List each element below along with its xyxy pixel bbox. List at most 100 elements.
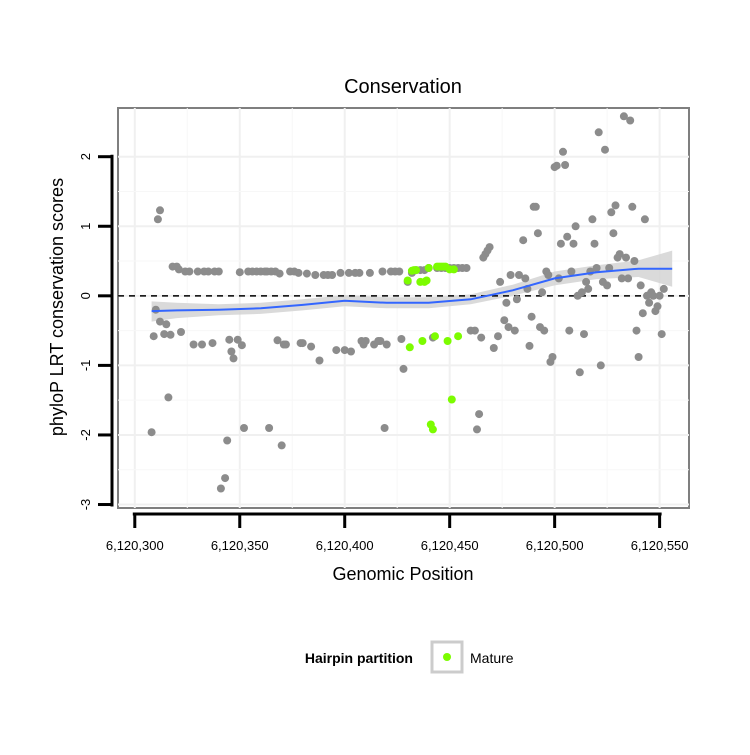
data-point: [315, 356, 324, 365]
mature-point: [428, 425, 437, 434]
data-point: [569, 239, 578, 248]
data-point: [638, 309, 647, 318]
data-point: [395, 267, 404, 276]
data-point: [626, 116, 635, 125]
data-point: [233, 335, 242, 344]
x-axis-label: Genomic Position: [332, 564, 473, 584]
data-point: [177, 328, 185, 336]
data-point: [328, 271, 337, 279]
data-point: [166, 330, 175, 339]
data-point: [649, 291, 658, 300]
data-point: [653, 302, 662, 311]
data-point: [332, 346, 341, 355]
data-point: [265, 424, 274, 432]
data-point: [636, 281, 645, 290]
data-point: [630, 257, 639, 265]
mature-points: [403, 262, 463, 434]
data-point: [156, 317, 164, 326]
data-point: [512, 295, 521, 304]
data-point: [156, 206, 164, 215]
data-point: [521, 274, 530, 283]
data-point: [149, 332, 158, 341]
data-point: [164, 393, 173, 402]
data-point: [504, 323, 513, 332]
data-point: [603, 281, 612, 290]
mature-point: [412, 266, 421, 275]
data-point: [378, 267, 387, 276]
chart-title: Conservation: [344, 76, 462, 98]
data-point: [565, 326, 574, 335]
data-point: [336, 268, 345, 277]
data-point: [594, 128, 603, 137]
data-point: [596, 361, 605, 370]
data-point: [619, 112, 628, 121]
data-point: [365, 268, 374, 277]
data-point: [609, 229, 618, 238]
data-point: [294, 268, 303, 277]
data-point: [221, 474, 230, 483]
confidence-band-group: [151, 250, 673, 322]
mature-point: [424, 264, 433, 272]
data-point: [397, 335, 406, 343]
grid-lines: [118, 108, 689, 508]
data-point: [151, 305, 160, 314]
data-point: [340, 346, 349, 355]
data-point: [153, 215, 162, 224]
data-point: [533, 229, 542, 238]
y-tick-label: 1: [78, 223, 93, 230]
data-point: [500, 316, 509, 325]
y-axis: -3 -2 -1 0 1 2: [78, 153, 114, 510]
smooth-line: [151, 267, 673, 313]
data-point: [540, 326, 549, 335]
data-point: [607, 208, 616, 217]
mature-point: [431, 332, 439, 341]
x-axis: 6,120,300 6,120,350 6,120,400 6,120,450 6,12…: [106, 512, 689, 553]
data-point: [399, 364, 408, 373]
data-point: [477, 333, 486, 342]
data-point: [214, 267, 223, 276]
data-point: [502, 298, 511, 307]
data-point: [525, 341, 534, 350]
data-point: [277, 441, 286, 450]
y-tick-label: -2: [78, 429, 93, 441]
data-point: [561, 161, 570, 169]
confidence-band: [151, 250, 673, 322]
data-point: [590, 239, 599, 248]
data-point: [473, 425, 481, 434]
mature-point: [403, 276, 412, 285]
data-point: [208, 339, 217, 348]
data-point: [563, 232, 572, 241]
legend: Hairpin partition Mature: [305, 640, 514, 674]
legend-mature-marker: [443, 653, 451, 661]
data-point: [624, 274, 633, 283]
data-point: [344, 268, 353, 277]
data-point: [622, 253, 630, 262]
data-point: [311, 271, 320, 279]
data-point: [506, 271, 515, 279]
data-point: [273, 336, 282, 345]
data-point: [174, 265, 183, 274]
legend-mature-label: Mature: [470, 650, 514, 666]
x-tick-label: 6,120,500: [526, 538, 584, 553]
data-point: [275, 269, 284, 278]
data-point: [634, 353, 643, 361]
data-point: [470, 326, 479, 335]
x-tick-label: 6,120,450: [421, 538, 479, 553]
mature-point: [454, 332, 463, 341]
data-point: [571, 222, 580, 231]
data-point: [527, 312, 536, 321]
data-point: [237, 341, 246, 350]
data-point: [185, 267, 194, 276]
y-tick-label: 0: [78, 292, 93, 299]
data-point: [462, 264, 471, 272]
data-point: [584, 284, 593, 293]
data-point: [198, 340, 206, 349]
data-point: [655, 291, 664, 300]
data-point: [361, 337, 370, 345]
data-point: [519, 236, 528, 245]
data-point: [592, 264, 601, 272]
data-point: [628, 202, 637, 211]
data-point: [235, 268, 244, 277]
data-point: [659, 284, 668, 293]
